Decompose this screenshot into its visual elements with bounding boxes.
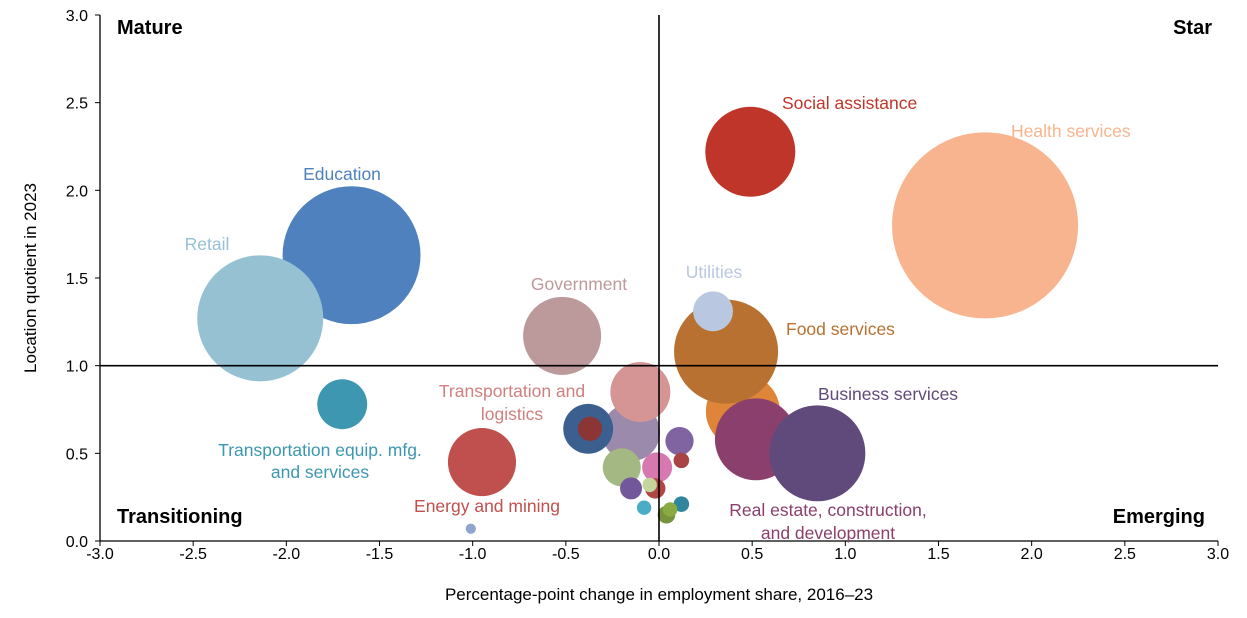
bubble (282, 186, 421, 325)
y-axis-title: Location quotient in 2023 (21, 183, 40, 373)
y-tick-label: 1.0 (66, 359, 88, 376)
axes (95, 14, 1219, 546)
x-tick-label: 0.5 (741, 546, 763, 563)
x-tick-label: -0.5 (552, 546, 580, 563)
x-tick-label: -2.5 (179, 546, 207, 563)
label-social-assistance: Social assistance (782, 93, 917, 113)
y-tick-label: 0.5 (66, 446, 88, 463)
y-tick-label: 0.0 (66, 534, 88, 551)
x-tick-label: 0.0 (648, 546, 670, 563)
x-tick-label: -2.0 (273, 546, 301, 563)
bubble (673, 496, 690, 512)
bubble (642, 477, 657, 493)
y-tick-label: 3.0 (66, 8, 88, 25)
label-transportation-equipment: Transportation equip. mfg. and services (218, 440, 422, 482)
bubble (197, 255, 324, 382)
y-tick-label: 2.5 (66, 96, 88, 113)
y-tick-label: 1.5 (66, 271, 88, 288)
bubbles (197, 106, 1079, 534)
x-tick-label: 1.0 (834, 546, 856, 563)
tick-labels: -3.0 -2.5 -2.0 -1.5 -1.0 -0.5 0.0 0.5 1.0 1.5 2.0 2… (66, 8, 1229, 563)
bubble (317, 379, 368, 430)
quadrant-label-mature: Mature (117, 17, 183, 39)
bubble (892, 132, 1079, 319)
bubble (693, 291, 733, 332)
bubble (662, 502, 678, 517)
x-tick-label: -1.5 (366, 546, 394, 563)
bubble (642, 452, 673, 483)
label-education: Education (303, 164, 381, 184)
label-food-services: Food services (786, 319, 895, 339)
bubble (523, 296, 602, 375)
bubble (447, 428, 517, 497)
bubble (465, 523, 476, 534)
bubble (610, 361, 671, 422)
label-energy-mining: Energy and mining (414, 496, 560, 516)
bubble (602, 448, 641, 487)
y-tick-label: 2.0 (66, 183, 88, 200)
x-tick-label: 3.0 (1207, 546, 1229, 563)
quadrant-label-transitioning: Transitioning (117, 506, 243, 528)
quadrant-label-star: Star (1173, 17, 1212, 39)
x-tick-label: 2.5 (1114, 546, 1136, 563)
x-axis-title: Percentage-point change in employment sh… (445, 585, 873, 604)
bubble (636, 500, 652, 515)
label-utilities: Utilities (686, 262, 743, 282)
bubble (665, 426, 694, 456)
x-tick-label: 2.0 (1021, 546, 1043, 563)
x-tick-label: -3.0 (86, 546, 114, 563)
label-business-services: Business services (818, 384, 958, 404)
label-real-estate: Real estate, construction, and developmen… (729, 500, 926, 543)
bubble (705, 106, 796, 197)
quadrant-label-emerging: Emerging (1113, 506, 1205, 528)
label-health-services: Health services (1011, 121, 1131, 141)
x-tick-label: 1.5 (927, 546, 949, 563)
label-retail: Retail (185, 234, 230, 254)
label-government: Government (531, 274, 627, 294)
label-transportation-logistics: Transportation and logistics (439, 381, 585, 424)
bubble (673, 452, 690, 469)
bubble (620, 477, 643, 500)
bubble (769, 405, 866, 502)
x-tick-label: -1.0 (459, 546, 487, 563)
bubble (577, 416, 603, 441)
